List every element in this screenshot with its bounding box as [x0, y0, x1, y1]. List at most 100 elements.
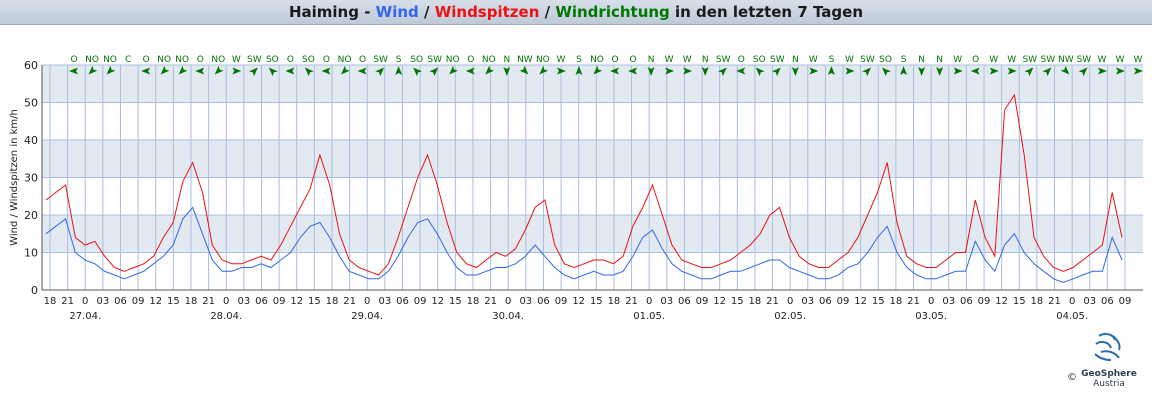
direction-label: W — [556, 55, 565, 65]
direction-label: SW — [247, 55, 262, 65]
direction-label: W — [1134, 55, 1143, 65]
title-wind: Wind — [375, 3, 419, 21]
direction-arrow — [1042, 67, 1052, 77]
direction-label: NO — [175, 55, 189, 65]
direction-arrow — [683, 67, 693, 75]
direction-arrow — [845, 67, 855, 75]
direction-arrow — [449, 65, 459, 75]
x-tick-label: 12 — [431, 296, 444, 307]
x-tick-label: 06 — [537, 296, 550, 307]
direction-label: SW — [1022, 55, 1037, 65]
x-date-label: 29.04. — [351, 311, 383, 322]
x-tick-label: 03 — [378, 296, 391, 307]
direction-label: W — [1116, 55, 1125, 65]
grid-band — [42, 140, 1143, 178]
direction-label: W — [953, 55, 962, 65]
direction-label: N — [918, 55, 925, 65]
x-tick-label: 06 — [678, 296, 691, 307]
direction-label: SW — [373, 55, 388, 65]
x-tick-label: 0 — [505, 296, 511, 307]
x-tick-label: 12 — [290, 296, 303, 307]
x-tick-label: 03 — [801, 296, 814, 307]
direction-arrow — [989, 67, 999, 75]
direction-arrow — [1115, 67, 1125, 75]
direction-arrow — [232, 67, 242, 75]
y-axis-label: Wind / Windspitzen in km/h — [9, 109, 20, 246]
direction-arrow — [862, 67, 872, 77]
x-tick-label: 21 — [61, 296, 74, 307]
direction-label: O — [70, 55, 77, 65]
direction-arrow — [429, 67, 439, 77]
direction-label: W — [845, 55, 854, 65]
title-sep-1: / — [418, 3, 435, 21]
direction-label: SW — [770, 55, 785, 65]
direction-arrow — [628, 67, 638, 75]
x-tick-label: 0 — [646, 296, 652, 307]
x-tick-label: 0 — [787, 296, 793, 307]
x-tick-label: 18 — [326, 296, 339, 307]
x-tick-label: 09 — [837, 296, 850, 307]
x-tick-label: 06 — [819, 296, 832, 307]
direction-label: N — [936, 55, 943, 65]
x-tick-label: 12 — [572, 296, 585, 307]
direction-label: SO — [879, 55, 892, 65]
y-tick-label: 20 — [24, 209, 38, 222]
x-tick-label: 06 — [255, 296, 268, 307]
direction-label: NO — [103, 55, 117, 65]
x-date-label: 02.05. — [774, 311, 806, 322]
y-tick-label: 10 — [24, 247, 38, 260]
x-tick-label: 18 — [467, 296, 480, 307]
series-line-windspitzen — [45, 93, 1123, 276]
x-tick-label: 0 — [82, 296, 88, 307]
x-tick-label: 18 — [608, 296, 621, 307]
x-tick-label: 21 — [766, 296, 779, 307]
x-tick-label: 15 — [590, 296, 603, 307]
direction-arrow — [717, 67, 727, 77]
direction-arrow — [881, 67, 891, 77]
direction-arrow — [214, 65, 224, 75]
x-tick-label: 21 — [625, 296, 638, 307]
direction-arrow — [665, 67, 675, 75]
direction-arrow — [556, 67, 566, 75]
direction-label: SW — [427, 55, 442, 65]
x-tick-label: 21 — [1048, 296, 1061, 307]
direction-arrow — [395, 66, 403, 75]
x-tick-label: 0 — [364, 296, 370, 307]
x-tick-label: 18 — [185, 296, 198, 307]
direction-label: O — [630, 55, 637, 65]
x-tick-label: 06 — [396, 296, 409, 307]
direction-label: W — [1097, 55, 1106, 65]
direction-label: SW — [1077, 55, 1092, 65]
direction-label: NO — [338, 55, 352, 65]
direction-arrow — [1024, 67, 1034, 77]
direction-arrow — [701, 67, 709, 76]
direction-arrow — [755, 67, 765, 77]
x-date-label: 03.05. — [915, 311, 947, 322]
direction-arrow — [485, 65, 495, 75]
x-tick-label: 21 — [484, 296, 497, 307]
direction-label: O — [287, 55, 294, 65]
direction-arrow — [953, 67, 963, 75]
direction-arrow — [503, 67, 511, 76]
x-tick-label: 12 — [854, 296, 867, 307]
direction-label: NO — [590, 55, 604, 65]
direction-arrow — [88, 65, 98, 75]
copyright-symbol: © — [1067, 372, 1077, 383]
direction-label: W — [683, 55, 692, 65]
direction-arrow — [791, 67, 799, 76]
x-tick-label: 21 — [202, 296, 215, 307]
direction-label: O — [359, 55, 366, 65]
logo-subtitle: Austria — [1093, 379, 1125, 389]
x-tick-label: 15 — [1013, 296, 1026, 307]
x-tick-label: 03 — [519, 296, 532, 307]
direction-label: O — [972, 55, 979, 65]
direction-arrow — [160, 65, 170, 75]
direction-arrow — [413, 67, 422, 77]
direction-label: W — [989, 55, 998, 65]
direction-label: N — [702, 55, 709, 65]
x-tick-label: 03 — [942, 296, 955, 307]
direction-arrow — [1078, 67, 1088, 77]
grid-band — [42, 215, 1143, 253]
direction-label: O — [467, 55, 474, 65]
x-tick-label: 09 — [414, 296, 427, 307]
